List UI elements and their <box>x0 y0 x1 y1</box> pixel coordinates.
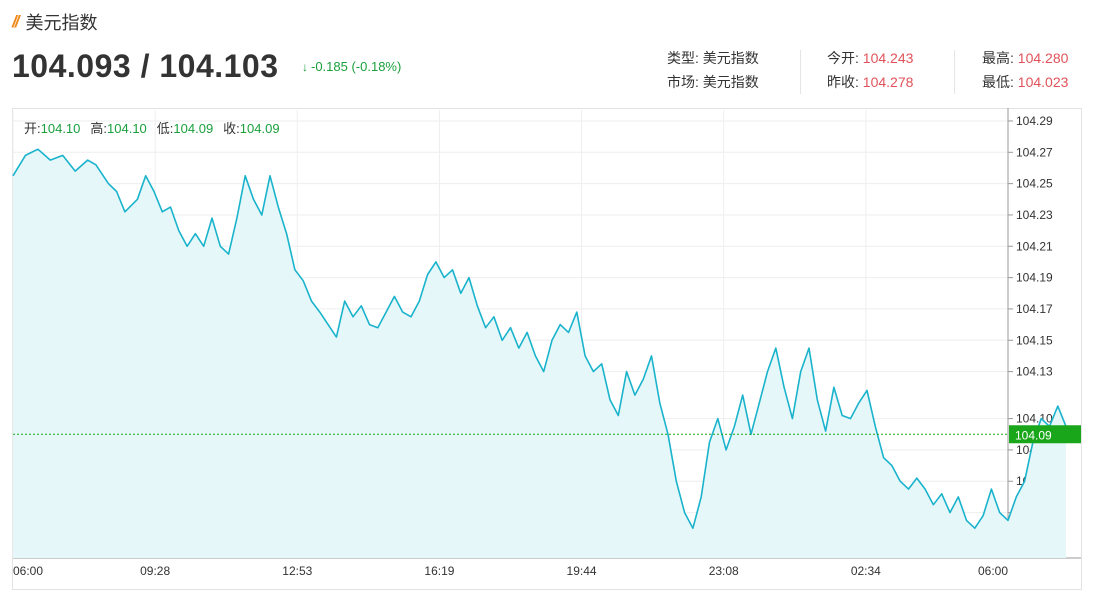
change-value: -0.185 (-0.18%) <box>311 59 402 74</box>
y-tick-label: 104.13 <box>1016 365 1053 379</box>
high-value: 104.280 <box>1017 50 1069 66</box>
ohlc-low-label: 低: <box>156 121 174 136</box>
prev-close-value: 104.278 <box>862 74 914 90</box>
ohlc-high-value: 104.10 <box>107 121 147 136</box>
type-label: 类型: <box>667 50 699 66</box>
info-type-market: 类型: 美元指数 市场: 美元指数 <box>667 46 759 94</box>
low-label: 最低: <box>982 74 1014 90</box>
market-label: 市场: <box>667 74 699 90</box>
y-tick-label: 104.15 <box>1016 333 1053 347</box>
down-arrow-icon: ↓ <box>302 60 308 74</box>
prev-close-label: 昨收: <box>827 74 859 90</box>
y-tick-label: 104.17 <box>1016 302 1053 316</box>
logo-icon: // <box>12 12 20 31</box>
x-tick-label: 02:34 <box>851 564 881 578</box>
page-title: 美元指数 <box>25 13 98 33</box>
price-quote: 104.093 / 104.103 <box>12 48 279 84</box>
y-tick-label: 104.25 <box>1016 177 1053 191</box>
info-high-low: 最高: 104.280 最低: 104.023 <box>982 46 1068 94</box>
type-value: 美元指数 <box>702 50 759 66</box>
ohlc-low-value: 104.09 <box>173 121 214 136</box>
ohlc-close-value: 104.09 <box>239 121 280 136</box>
ohlc-open-label: 开: <box>24 121 41 136</box>
market-value: 美元指数 <box>702 74 759 90</box>
x-tick-label: 06:00 <box>13 564 43 578</box>
ohlc-high-label: 高: <box>90 121 108 136</box>
current-price-badge <box>1009 425 1081 444</box>
current-price-label: 104.09 <box>1015 428 1052 442</box>
low-value: 104.023 <box>1017 74 1069 90</box>
ohlc-open-value: 104.10 <box>40 121 81 136</box>
price-change: ↓ -0.185 (-0.18%) <box>302 59 401 74</box>
x-tick-label: 16:19 <box>424 564 454 578</box>
info-open-prev: 今开: 104.243 昨收: 104.278 <box>827 46 913 94</box>
ohlc-close-label: 收: <box>223 121 240 136</box>
x-tick-label: 06:00 <box>978 564 1008 578</box>
high-label: 最高: <box>982 50 1014 66</box>
x-tick-label: 19:44 <box>567 564 597 578</box>
header-bar: // 美元指数 <box>12 8 97 36</box>
y-tick-label: 104.19 <box>1016 271 1053 285</box>
x-tick-label: 09:28 <box>140 564 170 578</box>
divider <box>800 50 801 94</box>
x-tick-label: 23:08 <box>709 564 739 578</box>
open-label: 今开: <box>827 50 859 66</box>
y-tick-label: 104.21 <box>1016 239 1053 253</box>
y-tick-label: 104.29 <box>1016 114 1053 128</box>
ohlc-readout: 开:104.10 高:104.10 低:104.09 收:104.09 <box>24 118 290 137</box>
y-tick-label: 104.27 <box>1016 145 1053 159</box>
x-tick-label: 12:53 <box>282 564 312 578</box>
y-tick-label: 104.23 <box>1016 208 1053 222</box>
divider <box>954 50 955 94</box>
series-area <box>13 149 1066 558</box>
open-value: 104.243 <box>862 50 914 66</box>
series-line <box>12 148 1067 529</box>
